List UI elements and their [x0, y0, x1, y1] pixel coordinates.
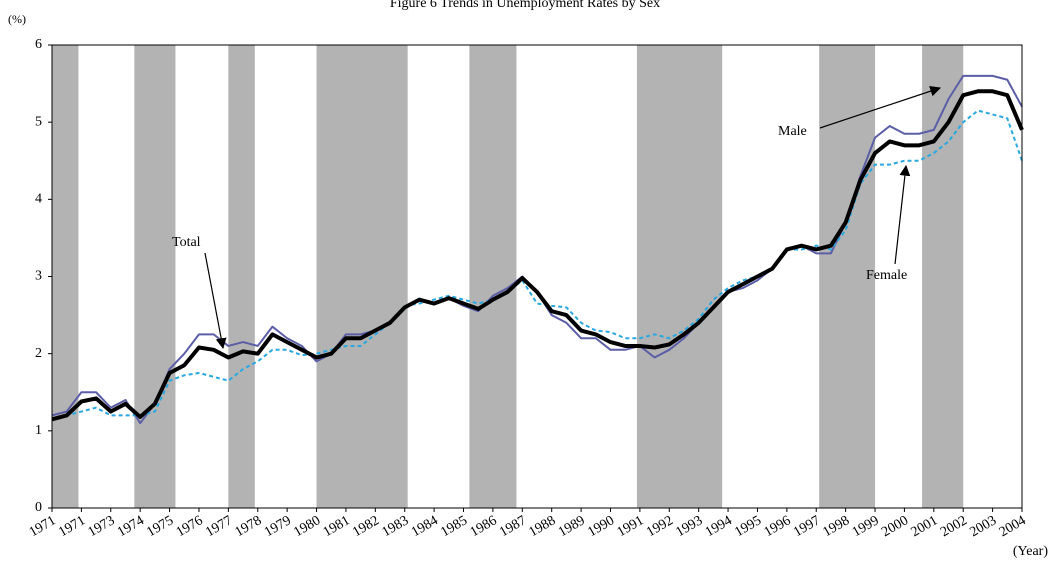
- x-tick-label: 1979: [262, 513, 294, 540]
- x-tick-label: 1990: [585, 513, 617, 540]
- x-tick-label: 1991: [615, 513, 647, 540]
- y-tick-label: 0: [35, 500, 42, 515]
- x-tick-label: 1977: [203, 513, 235, 540]
- x-tick-label: 1976: [174, 513, 206, 540]
- x-tick-label: 1971: [27, 513, 59, 540]
- x-tick-label: 1975: [144, 513, 176, 540]
- shaded-period: [469, 45, 517, 508]
- x-tick-label: 1985: [438, 513, 470, 540]
- x-tick-label: 1980: [291, 513, 323, 540]
- y-tick-label: 2: [35, 346, 42, 361]
- x-tick-label: 1984: [409, 513, 441, 540]
- x-tick-label: 1988: [527, 513, 559, 540]
- y-axis-label: (%): [8, 12, 26, 26]
- x-tick-label: 1987: [497, 513, 529, 540]
- shaded-period: [316, 45, 408, 508]
- shaded-period: [228, 45, 255, 508]
- x-tick-label: 2002: [938, 513, 970, 540]
- y-tick-label: 1: [35, 423, 42, 438]
- x-tick-label: 1995: [732, 513, 764, 540]
- x-tick-label: 1994: [703, 513, 735, 540]
- x-tick-label: 1989: [556, 513, 588, 540]
- shaded-period: [819, 45, 876, 508]
- x-axis-label: (Year): [1013, 544, 1048, 559]
- male-arrow: [819, 85, 942, 129]
- shaded-bands: [52, 45, 964, 508]
- y-tick-label: 5: [35, 114, 42, 129]
- shaded-period: [922, 45, 964, 508]
- x-tick-label: 2000: [879, 513, 911, 540]
- y-tick-label: 4: [35, 192, 42, 207]
- shaded-period: [134, 45, 176, 508]
- x-tick-label: 1997: [791, 513, 823, 540]
- x-tick-label: 1981: [321, 513, 353, 540]
- x-tick-label: 1998: [820, 513, 852, 540]
- x-tick-label: 1983: [380, 513, 412, 540]
- shaded-period: [636, 45, 723, 508]
- total-annotation: Total: [172, 235, 201, 250]
- series-line: [51, 109, 1023, 421]
- x-tick-label: 1982: [350, 513, 382, 540]
- series-line: [51, 89, 1024, 422]
- x-tick-label: 1996: [762, 513, 794, 540]
- chart-title: Figure 6 Trends in Unemployment Rates by…: [390, 0, 660, 11]
- x-tick-label: 1999: [850, 513, 882, 540]
- x-tick-label: 1974: [115, 513, 147, 540]
- x-tick-label: 1992: [644, 513, 676, 540]
- x-tick-label: 2001: [909, 513, 941, 540]
- total-arrow: [204, 252, 227, 350]
- x-tick-label: 2003: [967, 513, 999, 540]
- female-annotation: Female: [866, 268, 907, 283]
- y-tick-label: 6: [35, 37, 42, 52]
- male-annotation: Male: [778, 124, 807, 139]
- x-tick-label: 1973: [86, 513, 118, 540]
- x-tick-label: 1971: [56, 513, 88, 540]
- lines: [51, 74, 1024, 425]
- x-tick-label: 1978: [233, 513, 265, 540]
- x-tick-label: 2004: [997, 513, 1029, 540]
- x-tick-label: 1986: [468, 513, 500, 540]
- shaded-period: [52, 45, 79, 508]
- y-tick-label: 3: [35, 269, 42, 284]
- female-arrow: [894, 164, 911, 265]
- x-tick-label: 1993: [674, 513, 706, 540]
